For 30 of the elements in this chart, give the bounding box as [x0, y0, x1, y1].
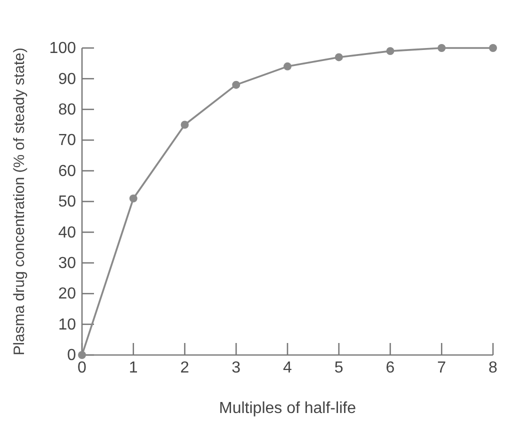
y-tick-label: 80 — [58, 102, 76, 119]
y-tick-label: 60 — [58, 162, 76, 180]
y-tick-label: 10 — [58, 316, 76, 334]
point — [180, 120, 189, 129]
x-tick-label: 6 — [386, 359, 395, 376]
y-tick-label: 0 — [67, 347, 76, 364]
y-tick-label: 90 — [58, 70, 76, 88]
x-tick-label: 8 — [488, 359, 498, 376]
y-tick-label: 100 — [49, 40, 76, 58]
point — [284, 62, 292, 70]
y-tick-label: 20 — [58, 286, 76, 303]
x-tick-label: 5 — [334, 359, 344, 376]
point — [438, 44, 446, 52]
y-axis-title: Plasma drug concentration (% of steady state) — [11, 48, 28, 356]
point — [129, 194, 138, 202]
point — [232, 80, 240, 89]
point — [386, 47, 394, 56]
x-tick-label: 1 — [128, 359, 138, 376]
x-tick-label: 3 — [232, 359, 241, 376]
y-tick-label: 30 — [58, 255, 76, 272]
x-tick-label: 2 — [180, 359, 190, 376]
x-tick-label: 4 — [283, 359, 292, 376]
y-tick-label: 50 — [58, 194, 76, 211]
point — [334, 53, 343, 62]
point — [489, 44, 497, 52]
x-axis-title: Multiples of half-life — [219, 400, 356, 417]
y-tick-label: 40 — [58, 224, 76, 242]
x-tick-label: 7 — [437, 359, 446, 376]
point — [78, 351, 86, 359]
y-tick-label: 70 — [58, 132, 76, 150]
